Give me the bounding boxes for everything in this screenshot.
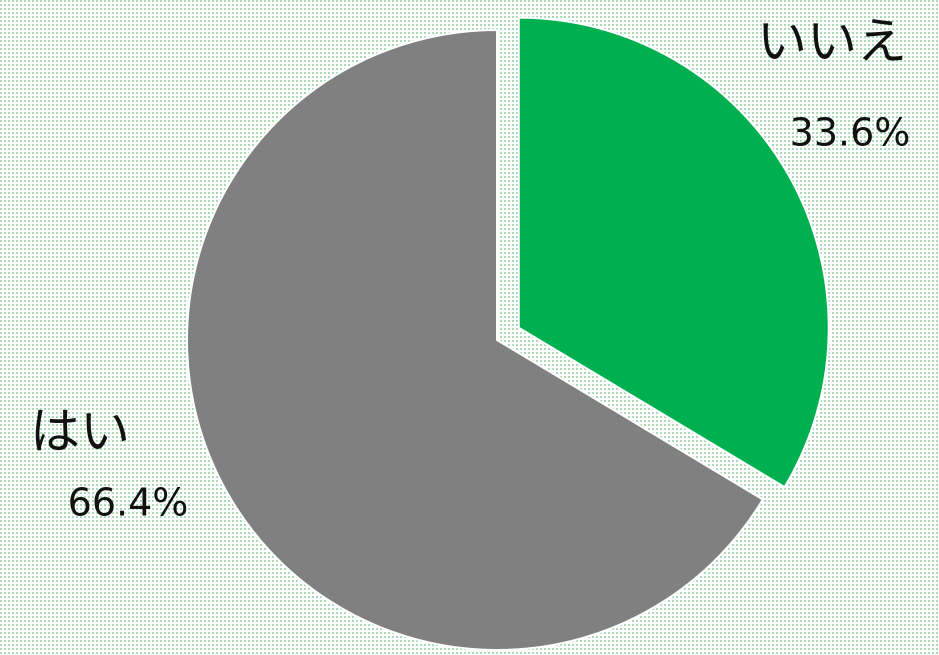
pie-slice (186, 28, 765, 651)
labels: いいえ 33.6% はい 66.4% (30, 13, 910, 525)
slice-value-label: 66.4% (68, 481, 189, 525)
slice-name: はい (30, 403, 130, 461)
pie-slice (517, 16, 830, 489)
slice-name: いいえ (757, 13, 907, 71)
pie (186, 16, 830, 651)
slice-value-label: 33.6% (790, 111, 911, 155)
